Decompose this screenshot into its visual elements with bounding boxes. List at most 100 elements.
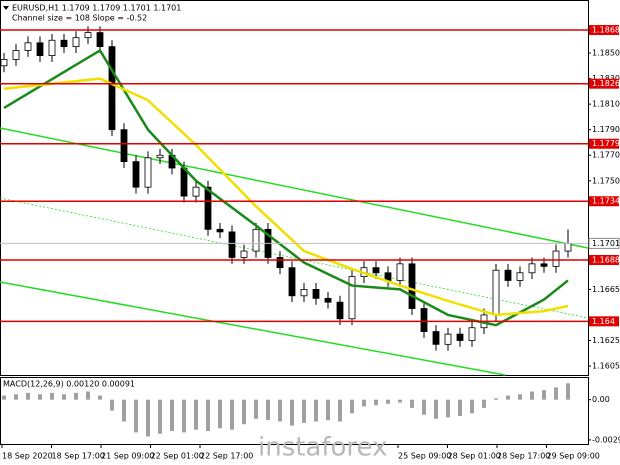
- macd-bar: [122, 399, 126, 422]
- y-tick-label: 1.1810: [592, 100, 620, 109]
- candle-body: [540, 263, 548, 267]
- y-tick-label: 1.1665: [592, 285, 620, 294]
- macd-bar: [350, 399, 354, 414]
- candle-body: [432, 331, 440, 345]
- x-tick-label: 22 Sep 17:00: [200, 452, 253, 461]
- x-tick-label: 18 Sep 2020: [2, 452, 53, 461]
- macd-bar: [62, 394, 66, 400]
- macd-bar: [362, 399, 366, 407]
- level-label: 1.1734: [592, 197, 620, 206]
- x-tick-label: 21 Sep 09:00: [101, 452, 154, 461]
- macd-tick-label: -0.00295: [592, 435, 620, 444]
- channel-lower: [0, 281, 506, 376]
- candle-body: [372, 267, 380, 274]
- candle-body: [288, 267, 296, 297]
- candle-body: [228, 231, 236, 258]
- macd-bar: [50, 392, 54, 400]
- y-tick-label: 1.1850: [592, 49, 620, 58]
- candle-body: [36, 42, 44, 56]
- macd-bar: [254, 399, 258, 419]
- candle-body: [108, 46, 116, 131]
- candle-body: [312, 288, 320, 299]
- macd-bar: [278, 399, 282, 422]
- candle-body: [252, 228, 260, 252]
- level-label-box: [589, 196, 619, 207]
- macd-frame: [0, 377, 589, 445]
- macd-bar: [170, 399, 174, 432]
- macd-bar: [74, 392, 78, 400]
- candle-body: [12, 50, 20, 60]
- macd-bar: [86, 391, 90, 400]
- candle-body: [420, 308, 428, 332]
- x-tick-label: 22 Sep 01:00: [151, 452, 204, 461]
- candle-body: [72, 37, 80, 48]
- y-tick-label: 1.1770: [592, 151, 620, 160]
- macd-bar: [470, 399, 474, 414]
- candle-body: [528, 263, 536, 274]
- channel-middle: [0, 197, 589, 319]
- macd-bar: [158, 399, 162, 434]
- candle-body: [60, 39, 68, 48]
- macd-bar: [458, 399, 462, 417]
- macd-bar: [518, 394, 522, 400]
- candle-body: [192, 186, 200, 197]
- level-label-box: [589, 138, 619, 149]
- macd-bar: [374, 399, 378, 406]
- macd-bar: [506, 395, 510, 400]
- macd-bar: [410, 399, 414, 408]
- watermark: instaforex: [258, 433, 387, 463]
- candle-body: [384, 272, 392, 281]
- macd-bar: [110, 399, 114, 411]
- macd-bar: [422, 399, 426, 415]
- candle-body: [444, 333, 452, 345]
- candle-body: [0, 59, 8, 67]
- macd-bar: [314, 399, 318, 422]
- macd-bar: [38, 394, 42, 400]
- candle-body: [468, 327, 476, 341]
- macd-bar: [242, 399, 246, 425]
- macd-bar: [134, 399, 138, 433]
- macd-bar: [290, 399, 294, 426]
- macd-bar: [386, 399, 390, 404]
- macd-bar: [14, 394, 18, 400]
- macd-bar: [218, 399, 222, 429]
- macd-bar: [230, 399, 234, 430]
- chart-subtitle: Channel size = 108 Slope = -0.52: [12, 14, 147, 23]
- macd-bar: [446, 399, 450, 418]
- macd-bar: [482, 399, 486, 408]
- current-price-box: [588, 237, 620, 249]
- candle-body: [180, 167, 188, 197]
- macd-bar: [98, 395, 102, 400]
- macd-bar: [554, 387, 558, 400]
- header-arrow: [3, 6, 9, 10]
- level-label: 1.1688: [592, 256, 620, 265]
- candle-body: [216, 228, 224, 233]
- candle-body: [156, 154, 164, 159]
- y-tick-label: 1.1790: [592, 125, 620, 134]
- candle-body: [336, 301, 344, 320]
- candle-body: [132, 161, 140, 188]
- level-label: 1.1868: [592, 26, 620, 35]
- x-tick-label: 28 Sep 01:00: [448, 452, 501, 461]
- level-label: 1.1779: [592, 139, 620, 148]
- macd-bar: [302, 399, 306, 423]
- macd-label: MACD(12,26,9) 0.00120 0.00091: [3, 380, 135, 389]
- macd-bar: [194, 399, 198, 430]
- candle-body: [396, 263, 404, 281]
- macd-bar: [182, 399, 186, 433]
- macd-bar: [494, 398, 498, 400]
- chart-title: EURUSD,H1 1.1709 1.1709 1.1701 1.1701: [12, 4, 181, 13]
- macd-bar: [530, 391, 534, 400]
- candle-body: [48, 39, 56, 56]
- level-label-box: [589, 25, 619, 36]
- candle-body: [564, 242, 572, 252]
- level-label-box: [589, 78, 619, 89]
- candle-body: [24, 42, 32, 51]
- candle-body: [348, 276, 356, 320]
- candle-body: [276, 257, 284, 269]
- x-tick-label: 18 Sep 17:00: [52, 452, 105, 461]
- macd-bar: [338, 399, 342, 422]
- macd-bar: [326, 399, 330, 421]
